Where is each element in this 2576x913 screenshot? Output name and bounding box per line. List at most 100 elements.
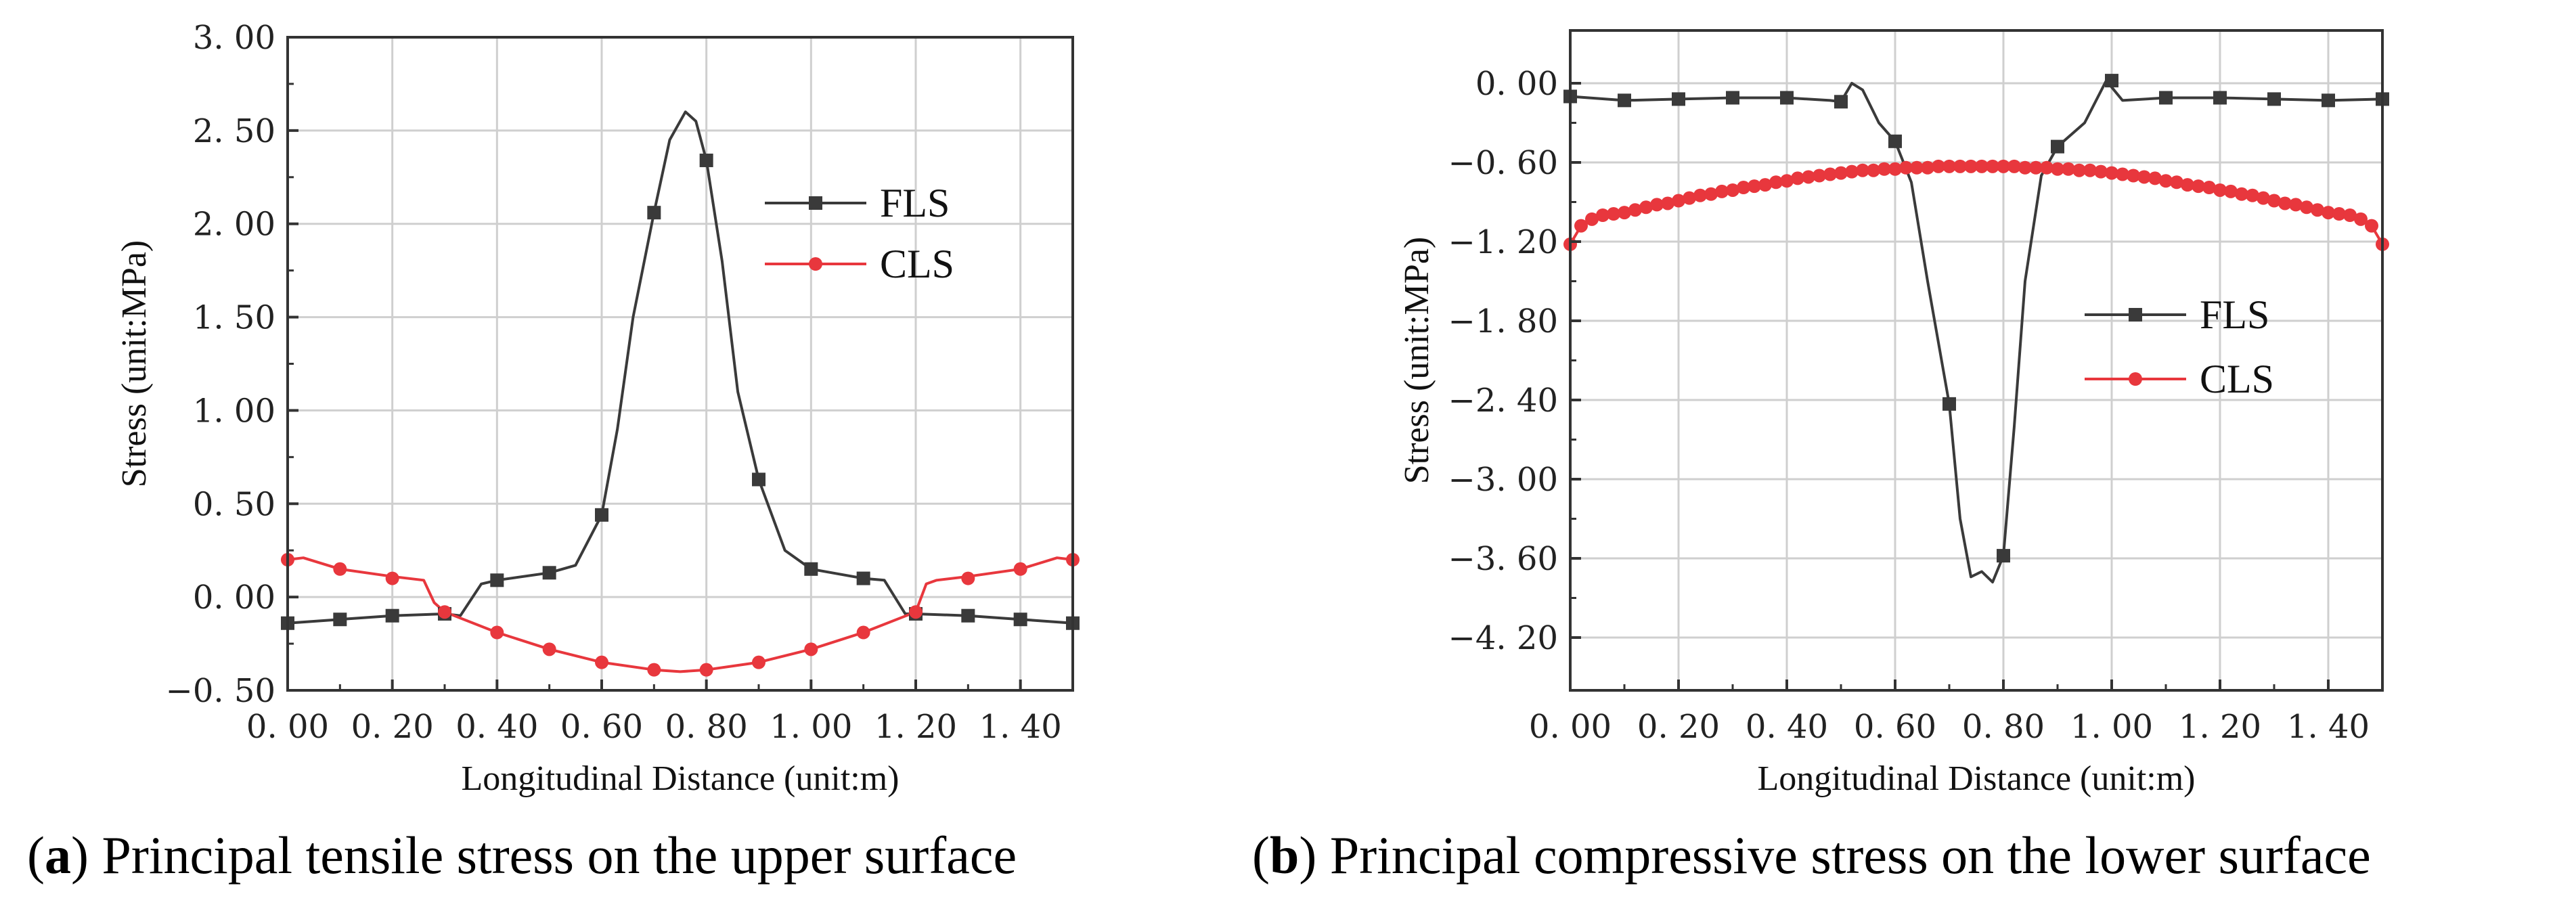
chart-a-x-tick-label-2: 0. 40 [456,708,538,746]
chart-b-y-tick-label-3: −1. 80 [1448,303,1558,340]
chart-b-cls-point-31 [1899,160,1913,175]
chart-a-y-tick-label-0: −0. 50 [166,672,275,710]
chart-b-cls-point-8 [1650,198,1664,212]
chart-a-ticks [286,36,1074,692]
chart-b-cls-point-65 [2267,194,2281,208]
chart-a-x-tick-label-1: 0. 20 [351,708,434,746]
chart-a-fls-point-13 [961,608,975,623]
chart-b-cls-point-57 [2181,178,2194,192]
chart-b-ticks [1569,82,2384,690]
chart-b-cls-point-7 [1639,200,1653,215]
chart-b-cls-point-56 [2170,175,2183,190]
chart-b-cls-point-30 [1888,162,1902,176]
chart-b-y-tick-label-6: −3. 60 [1448,540,1558,578]
chart-a-cls-point-3 [438,605,451,619]
chart-a-cls-point-9 [752,655,765,669]
chart-b-y-axis-label: Stress (unit:MPa) [1398,237,1436,484]
chart-b-cls-point-41 [2007,159,2021,173]
chart-b-caption: (b) Principal compressive stress on the … [1252,826,2371,885]
chart-a-caption-letter: a [45,826,71,885]
chart-b-cls-point-12 [1693,188,1707,202]
chart-a-y-axis-label: Stress (unit:MPa) [115,240,154,487]
chart-b-cls-point-25 [1834,166,1848,180]
chart-a-cls-point-8 [699,663,713,677]
chart-b-fls-point-11 [2159,91,2173,105]
chart-b-cls-point-10 [1672,194,1685,208]
chart-b-cls-point-50 [2105,166,2118,180]
chart-b-markers [1563,74,2389,563]
chart-b-fls-point-4 [1780,91,1794,105]
chart-b-cls-point-17 [1748,179,1761,194]
chart-a-cls-point-14 [1013,562,1027,576]
chart-b-cls-point-24 [1823,167,1837,181]
chart-b-cls-point-69 [2311,203,2324,217]
chart-a-cls-point-6 [595,655,608,669]
chart-b-tick-labels: 0. 00 0. 20 0. 40 0. 60 0. 80 1. 00 1. 20 1. 40… [1448,65,2370,746]
chart-b-cls-point-67 [2289,198,2303,212]
chart-a-cls-point-2 [385,571,399,585]
chart-b-cls-point-58 [2192,179,2205,194]
chart-a-fls-point-10 [804,562,818,576]
chart-b-cls-point-33 [1921,160,1934,175]
chart-b-cls-point-72 [2343,208,2357,222]
chart-b-cls-point-38 [1975,159,1989,173]
chart-a-y-tick-label-3: 1. 00 [193,392,275,430]
chart-b-x-tick-label-0: 0. 00 [1529,708,1612,746]
chart-b-cls-point-62 [2235,187,2248,201]
chart-a-cls-point-7 [647,663,661,677]
chart-a: 0. 00 0. 20 0. 40 0. 60 0. 80 1. 00 1. 20 1. 40… [27,19,1080,885]
chart-a-cls-point-10 [804,642,818,656]
chart-b-fls-point-2 [1672,92,1685,106]
chart-a-x-tick-label-6: 1. 20 [874,708,957,746]
chart-a-y-tick-label-7: 3. 00 [193,19,275,57]
chart-a-markers [281,153,1080,677]
chart-b-fls-point-1 [1618,93,1631,108]
chart-a-fls-point-4 [490,573,504,587]
chart-b-legend-swatch-cls [2085,372,2186,386]
chart-b-cls-point-74 [2365,219,2378,233]
chart-b-cls-point-68 [2300,200,2313,215]
chart-a-legend-label-fls: FLS [880,181,950,225]
chart-b-cls-point-15 [1726,183,1739,197]
chart-b-cls-point-37 [1964,159,1978,173]
chart-b-cls-point-20 [1780,174,1794,188]
chart-b-cls-point-60 [2213,183,2227,197]
chart-b-cls-point-5 [1618,206,1631,220]
chart-b-cls-point-3 [1596,208,1609,222]
chart-b-cls-point-16 [1737,181,1750,195]
chart-b-cls-point-23 [1813,169,1826,183]
chart-a-cls-point-4 [490,625,504,640]
chart-a-legend: FLS CLS [765,181,954,286]
chart-b-y-tick-label-1: −0. 60 [1448,144,1558,182]
chart-b-fls-point-6 [1888,134,1902,148]
chart-b-cls-point-39 [1986,159,1999,173]
chart-b-cls-point-22 [1802,170,1815,184]
chart-b-cls-point-45 [2051,162,2064,176]
chart-a-y-tick-label-1: 0. 00 [193,579,275,617]
chart-b-cls-point-54 [2148,171,2162,185]
chart-b-legend-label-fls: FLS [2200,292,2269,337]
chart-a-legend-swatch-cls [765,257,866,271]
chart-b-cls-point-59 [2202,181,2216,195]
chart-b-cls-point-28 [1867,163,1880,177]
chart-b-cls-point-19 [1769,175,1783,190]
chart-b-grid [1570,30,2382,690]
chart-b-cls-point-32 [1910,160,1924,175]
chart-a-fls-point-1 [333,613,347,627]
chart-a-fls-point-5 [542,566,556,580]
chart-a-fls-point-2 [385,608,399,623]
chart-a-series-cls-line [287,556,1073,673]
chart-a-fls-point-9 [752,472,765,487]
chart-b-cls-point-6 [1628,203,1642,217]
chart-a-y-tick-label-5: 2. 00 [193,206,275,244]
chart-b-y-tick-label-0: 0. 00 [1475,65,1558,103]
chart-b-legend-swatch-fls [2085,308,2186,321]
chart-b-fls-point-12 [2213,91,2227,105]
chart-a-series-fls-line [287,110,1073,625]
chart-b-cls-point-40 [1997,159,2010,173]
chart-a-y-tick-label-4: 1. 50 [193,299,275,337]
chart-a-y-tick-label-2: 0. 50 [193,485,275,523]
chart-b-cls-point-21 [1791,171,1804,185]
chart-a-cls-point-13 [961,571,975,585]
